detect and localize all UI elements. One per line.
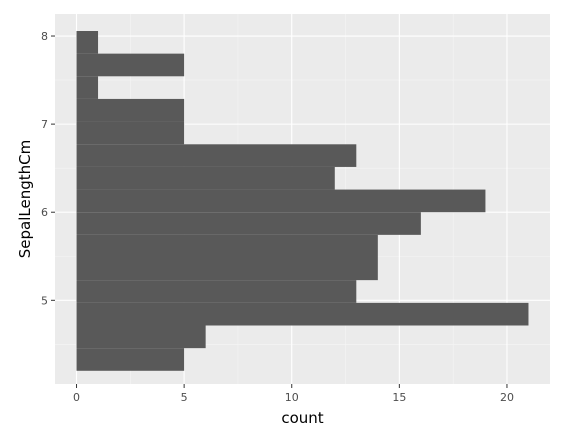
x-tick-label: 20 (500, 391, 514, 404)
histogram-bar (76, 31, 99, 54)
histogram-bar (76, 234, 378, 258)
x-tick-label: 10 (285, 391, 299, 404)
x-axis-title: count (281, 409, 323, 427)
y-tick-label: 5 (41, 294, 48, 307)
histogram-bar (76, 121, 185, 145)
histogram-bar (76, 166, 335, 190)
histogram-bar (76, 144, 357, 167)
histogram-bar (76, 280, 357, 303)
y-tick-label: 6 (41, 206, 48, 219)
histogram-bar (76, 98, 185, 122)
x-tick-label: 5 (181, 391, 188, 404)
x-tick-label: 15 (392, 391, 406, 404)
histogram-bar (76, 53, 185, 77)
histogram-bar (76, 257, 378, 281)
histogram-bar (76, 325, 206, 349)
histogram-bar (76, 212, 421, 235)
histogram-bar (76, 189, 486, 213)
histogram-bar (76, 302, 529, 326)
histogram-bar (76, 348, 185, 371)
y-axis-title: SepalLengthCm (16, 140, 34, 258)
histogram-bar (76, 76, 99, 99)
x-tick-label: 0 (73, 391, 80, 404)
y-tick-label: 8 (41, 30, 48, 43)
histogram-bars (76, 31, 529, 371)
x-axis: 0 5 10 15 20 (73, 384, 514, 404)
y-tick-label: 7 (41, 118, 48, 131)
y-axis: 5 6 7 8 (41, 30, 55, 307)
